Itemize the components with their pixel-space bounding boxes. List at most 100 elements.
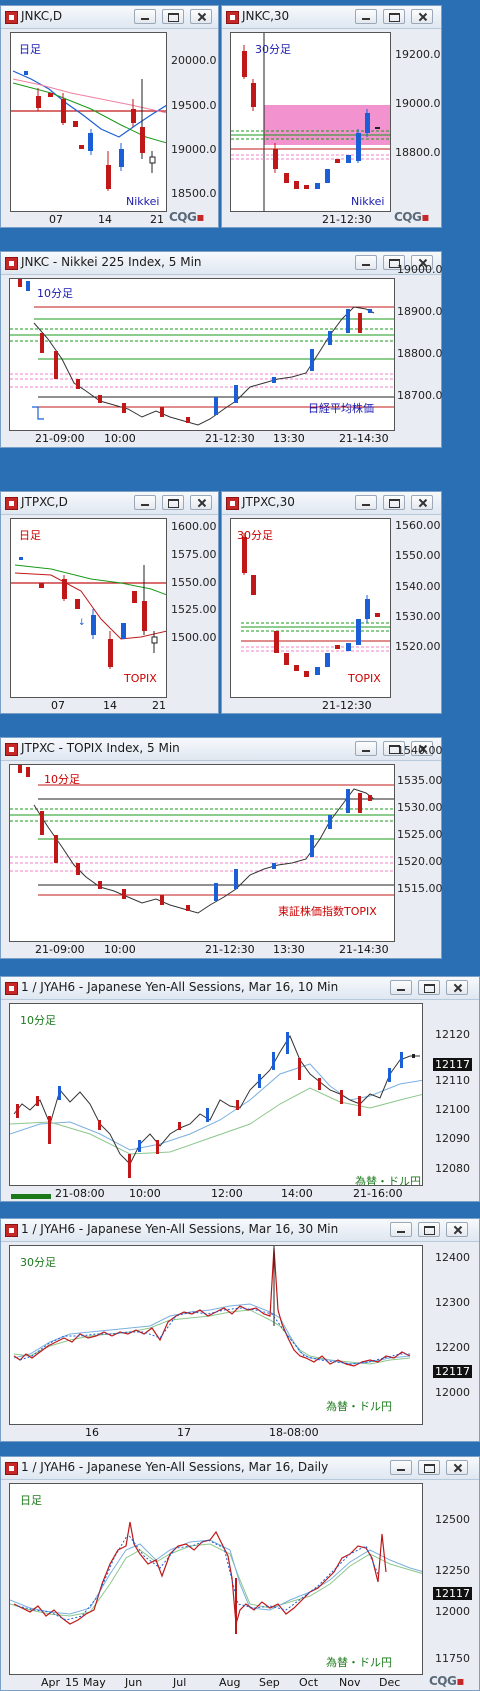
- y-tick: 1520.00: [397, 855, 443, 868]
- candle: [62, 579, 67, 599]
- x-axis: 21-09:00 10:00 21-12:30 13:30 21-14:30: [9, 430, 395, 445]
- y-tick: 1575.00: [171, 548, 217, 561]
- candle: [36, 96, 41, 108]
- y-tick: 18800.0: [397, 347, 443, 360]
- close-button[interactable]: [446, 1460, 468, 1475]
- chart-plot[interactable]: 日足 Nikkei: [10, 32, 167, 212]
- x-tick: Nov: [339, 1676, 361, 1689]
- close-button[interactable]: [190, 495, 212, 510]
- minimize-button[interactable]: [390, 980, 412, 995]
- candle: [340, 1090, 343, 1104]
- moving-average-green: [10, 1087, 422, 1155]
- chart-plot[interactable]: 30分足 Nikkei: [230, 32, 391, 212]
- history-scrollbar[interactable]: [11, 1194, 51, 1199]
- x-tick: 14:00: [281, 1187, 313, 1200]
- window-title: 1 / JYAH6 - Japanese Yen-All Sessions, M…: [21, 980, 339, 994]
- close-button[interactable]: [411, 495, 433, 510]
- chart-svg: [10, 1032, 422, 1178]
- close-button[interactable]: [411, 741, 433, 756]
- minimize-button[interactable]: [355, 495, 377, 510]
- window-titlebar[interactable]: 1 / JYAH6 - Japanese Yen-All Sessions, M…: [1, 1219, 479, 1242]
- chart-plot[interactable]: 10分足 東証株価指数TOPIX: [9, 764, 395, 942]
- candle: [119, 149, 124, 167]
- candle: [98, 1120, 101, 1130]
- y-tick: 11750: [435, 1652, 470, 1665]
- candle: [106, 165, 111, 189]
- y-tick: 1525.00: [171, 603, 217, 616]
- window-titlebar[interactable]: 1 / JYAH6 - Japanese Yen-All Sessions, M…: [1, 1457, 479, 1480]
- maximize-button[interactable]: [418, 1460, 440, 1475]
- x-tick: 21-09:00: [35, 432, 85, 445]
- y-tick: 12100: [435, 1103, 470, 1116]
- candle: [26, 281, 30, 291]
- maximize-button[interactable]: [162, 9, 184, 24]
- window-title: 1 / JYAH6 - Japanese Yen-All Sessions, M…: [21, 1460, 329, 1474]
- window-titlebar[interactable]: JTPXC,D: [1, 492, 218, 515]
- cqg-logo: CQG▪: [169, 210, 204, 224]
- close-button[interactable]: [190, 9, 212, 24]
- chart-plot[interactable]: 30分足 為替・ドル円: [9, 1245, 423, 1425]
- window-titlebar[interactable]: JNKC - Nikkei 225 Index, 5 Min: [1, 252, 441, 275]
- window-jyah6-daily: 1 / JYAH6 - Japanese Yen-All Sessions, M…: [0, 1456, 480, 1691]
- timeframe-label: 30分足: [20, 1256, 56, 1269]
- maximize-button[interactable]: [418, 1222, 440, 1237]
- maximize-button[interactable]: [383, 255, 405, 270]
- price-path: [13, 1247, 411, 1367]
- close-button[interactable]: [411, 9, 433, 24]
- candle: [16, 1104, 19, 1118]
- window-titlebar[interactable]: JNKC,D: [1, 6, 218, 29]
- minimize-button[interactable]: [355, 9, 377, 24]
- maximize-button[interactable]: [418, 980, 440, 995]
- last-price-badge: 12117: [433, 1365, 472, 1378]
- y-tick: 1550.00: [171, 576, 217, 589]
- candle: [36, 1096, 39, 1106]
- maximize-button[interactable]: [162, 495, 184, 510]
- close-button[interactable]: [411, 255, 433, 270]
- candle: [88, 133, 93, 151]
- chart-plot[interactable]: 30分足 TOPIX: [230, 518, 391, 698]
- chart-plot[interactable]: 10分足 日経平均株価: [9, 278, 395, 431]
- cqg-app-icon: [5, 11, 18, 24]
- candle: [76, 379, 80, 389]
- cqg-app-icon: [5, 497, 18, 510]
- y-tick: 1550.00: [395, 549, 441, 562]
- maximize-button[interactable]: [383, 495, 405, 510]
- maximize-button[interactable]: [383, 741, 405, 756]
- x-axis: 07 14 21: [10, 697, 167, 712]
- window-titlebar[interactable]: JTPXC,30: [222, 492, 441, 515]
- close-button[interactable]: [446, 1222, 468, 1237]
- x-tick: 21-08:00: [55, 1187, 105, 1200]
- timeframe-label: 10分足: [37, 287, 73, 300]
- minimize-button[interactable]: [390, 1460, 412, 1475]
- window-titlebar[interactable]: JNKC,30: [222, 6, 441, 29]
- window-jnkc-30min: JNKC,30: [221, 5, 442, 228]
- chart-svg: [231, 33, 390, 211]
- chart-plot[interactable]: 日足 為替・ドル円: [9, 1483, 423, 1675]
- x-tick: 21-16:00: [353, 1187, 403, 1200]
- close-button[interactable]: [446, 980, 468, 995]
- timeframe-label: 30分足: [255, 43, 291, 56]
- x-tick: 21-09:00: [35, 943, 85, 956]
- minimize-button[interactable]: [134, 9, 156, 24]
- minimize-button[interactable]: [355, 255, 377, 270]
- chart-plot[interactable]: 10分足 為替・ドル円: [9, 1003, 423, 1187]
- y-tick: 18900.0: [397, 305, 443, 318]
- cqg-logo-text: CQG: [429, 1674, 457, 1688]
- candle: [318, 1078, 321, 1090]
- candle: [98, 881, 102, 889]
- price-path-up: [19, 1307, 410, 1365]
- candle: [156, 1140, 159, 1154]
- timeframe-label: 10分足: [44, 773, 80, 786]
- minimize-button[interactable]: [390, 1222, 412, 1237]
- y-tick: 1560.00: [395, 519, 441, 532]
- candle: [18, 279, 22, 287]
- window-titlebar[interactable]: 1 / JYAH6 - Japanese Yen-All Sessions, M…: [1, 977, 479, 1000]
- candle: [98, 395, 102, 403]
- chart-plot[interactable]: ↓ 日足 TOPIX: [10, 518, 167, 698]
- maximize-button[interactable]: [383, 9, 405, 24]
- candlesticks: ↓: [19, 557, 158, 669]
- candle: [138, 1140, 141, 1152]
- minimize-button[interactable]: [134, 495, 156, 510]
- window-titlebar[interactable]: JTPXC - TOPIX Index, 5 Min: [1, 738, 441, 761]
- minimize-button[interactable]: [355, 741, 377, 756]
